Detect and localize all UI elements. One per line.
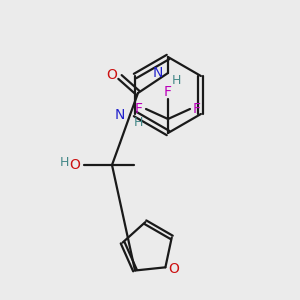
- Text: F: F: [135, 102, 143, 116]
- Text: N: N: [115, 108, 125, 122]
- Text: F: F: [164, 85, 172, 99]
- Text: H: H: [171, 74, 181, 88]
- Text: N: N: [153, 66, 163, 80]
- Text: F: F: [193, 102, 201, 116]
- Text: H: H: [59, 155, 69, 169]
- Text: H: H: [133, 116, 143, 130]
- Text: O: O: [106, 68, 117, 82]
- Text: O: O: [168, 262, 179, 276]
- Text: O: O: [69, 158, 80, 172]
